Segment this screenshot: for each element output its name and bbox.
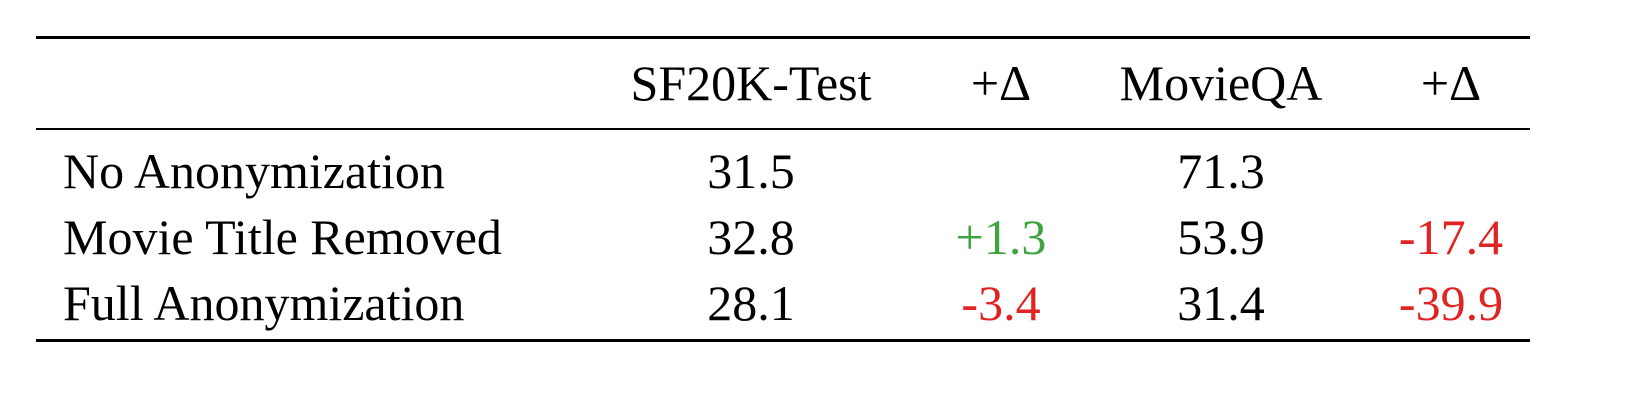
- row-label: Full Anonymization: [63, 275, 465, 331]
- movieqa-value: 31.4: [1177, 275, 1265, 331]
- header-sf20k-test: SF20K-Test: [630, 55, 872, 111]
- sf20k-value: 28.1: [707, 275, 795, 331]
- header-movieqa: MovieQA: [1119, 55, 1323, 111]
- movieqa-value: 71.3: [1177, 143, 1265, 199]
- table-row: Full Anonymization 28.1 -3.4 31.4 -39.9: [36, 270, 1530, 336]
- bottom-rule: [36, 339, 1530, 342]
- sf20k-value: 31.5: [707, 143, 795, 199]
- row-label: Movie Title Removed: [63, 209, 502, 265]
- results-table: SF20K-Test +Δ MovieQA +Δ No Anonymizatio…: [36, 36, 1530, 342]
- movieqa-delta: -39.9: [1398, 275, 1504, 331]
- header-rule: [36, 128, 1530, 130]
- header-movieqa-delta: +Δ: [1420, 55, 1482, 111]
- movieqa-value: 53.9: [1177, 209, 1265, 265]
- sf20k-value: 32.8: [707, 209, 795, 265]
- sf20k-delta: +1.3: [955, 209, 1047, 265]
- row-label: No Anonymization: [63, 143, 445, 199]
- table-body: No Anonymization 31.5 71.3 Movie Title R…: [36, 130, 1530, 339]
- header-sf20k-delta: +Δ: [970, 55, 1032, 111]
- sf20k-delta: -3.4: [961, 275, 1041, 331]
- top-rule: [36, 36, 1530, 39]
- table-row: No Anonymization 31.5 71.3: [36, 138, 1530, 204]
- header-row: SF20K-Test +Δ MovieQA +Δ: [36, 39, 1530, 128]
- movieqa-delta: -17.4: [1398, 209, 1504, 265]
- table-row: Movie Title Removed 32.8 +1.3 53.9 -17.4: [36, 204, 1530, 270]
